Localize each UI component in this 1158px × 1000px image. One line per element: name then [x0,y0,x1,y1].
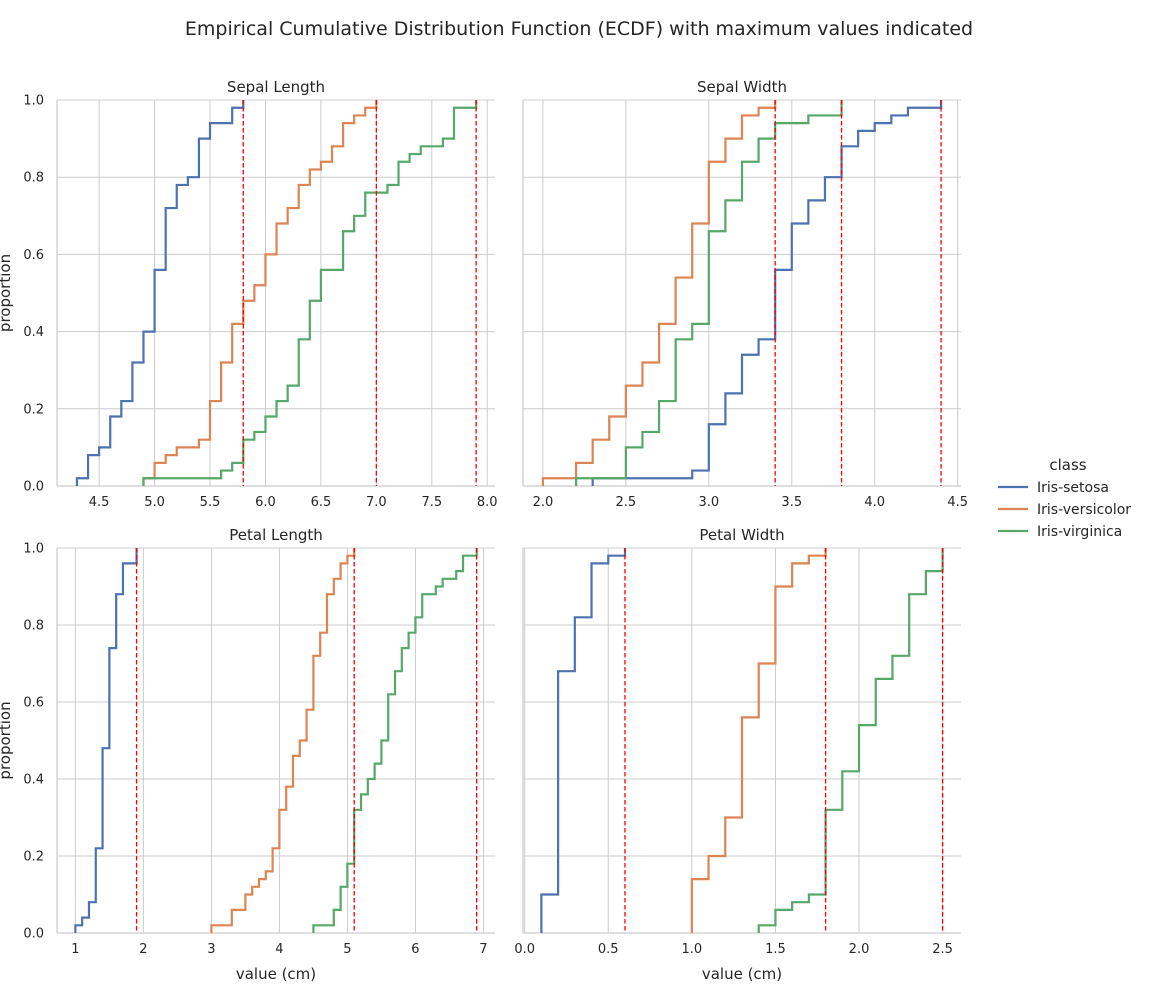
x-tick-label: 7.5 [421,495,442,510]
x-tick-label: 2.0 [533,495,554,510]
y-tick-label: 0.0 [23,480,44,495]
x-tick-label: 0.0 [514,942,535,957]
x-tick-label: 1.5 [765,942,786,957]
panel-title: Petal Width [699,526,784,544]
x-tick-label: 0.5 [598,942,619,957]
x-axis-label: value (cm) [236,965,316,983]
x-axis-label: value (cm) [702,965,782,983]
x-tick-label: 4.5 [89,495,110,510]
x-tick-label: 6.0 [255,495,276,510]
y-tick-label: 0.6 [23,696,44,711]
x-tick-label: 2.0 [849,942,870,957]
x-tick-label: 4.0 [864,495,885,510]
legend-label: Iris-versicolor [1037,502,1131,518]
panel-3: Petal Length 1 2 3 4 5 6 7 0.0 0.2 0.4 0.6 0.8 1.0 val… [0,526,495,983]
x-tick-label: 2.5 [932,942,953,957]
panel-title: Sepal Width [697,78,787,96]
x-tick-label: 7.0 [366,495,387,510]
x-tick-label: 3 [207,942,215,957]
ecdf-line-iris-versicolor [210,548,356,933]
ecdf-line-iris-versicolor [690,548,827,933]
ecdf-line-iris-setosa [75,100,245,486]
legend: class Iris-setosa Iris-versicolor Iris-vir… [998,456,1131,540]
x-tick-label: 8.0 [477,495,498,510]
x-tick-label: 4 [275,942,283,957]
panel-1: Sepal Length 4.5 5.0 5.5 6.0 6.5 7.0 7.5 8.0 0.0 0… [0,78,498,510]
ecdf-line-iris-versicolor [142,100,378,486]
x-tick-label: 5.5 [200,495,221,510]
x-tick-label: 7 [479,942,487,957]
x-tick-label: 5.0 [144,495,165,510]
y-tick-label: 0.8 [23,171,44,186]
y-tick-label: 0.4 [23,325,44,340]
y-axis-label: proportion [0,701,14,779]
x-tick-label: 2.5 [616,495,637,510]
ecdf-line-iris-setosa [591,100,943,486]
x-tick-label: 5 [343,942,351,957]
y-tick-label: 0.2 [23,402,44,417]
x-tick-label: 2 [139,942,147,957]
ecdf-line-iris-virginica [312,548,478,933]
x-tick-label: 3.0 [698,495,719,510]
y-tick-label: 0.2 [23,850,44,865]
ecdf-line-iris-setosa [540,548,627,933]
y-tick-label: 0.6 [23,248,44,263]
y-tick-label: 0.0 [23,927,44,942]
ecdf-line-iris-versicolor [541,100,777,486]
panel-2: Sepal Width 2.0 2.5 3.0 3.5 4.0 4.5 [522,78,968,510]
y-tick-label: 0.8 [23,619,44,634]
panels: Sepal Length 4.5 5.0 5.5 6.0 6.5 7.0 7.5 8.0 0.0 0… [0,78,968,983]
ecdf-line-iris-virginica [574,100,843,486]
panel-title: Sepal Length [227,78,325,96]
ecdf-line-iris-virginica [142,100,478,486]
y-tick-label: 1.0 [23,94,44,109]
legend-label: Iris-virginica [1037,524,1122,540]
ecdf-line-iris-virginica [757,548,944,933]
x-tick-label: 3.5 [781,495,802,510]
panel-title: Petal Length [229,526,323,544]
panel-4: Petal Width 0.0 0.5 1.0 1.5 2.0 2.5 value (cm) [514,526,961,983]
x-tick-label: 6.5 [311,495,332,510]
x-tick-label: 1.0 [682,942,703,957]
y-axis-label: proportion [0,254,14,332]
x-tick-label: 4.5 [947,495,968,510]
legend-title: class [1049,456,1086,474]
y-tick-label: 0.4 [23,773,44,788]
y-tick-label: 1.0 [23,542,44,557]
x-tick-label: 1 [71,942,79,957]
figure-title: Empirical Cumulative Distribution Functi… [185,18,973,40]
legend-label: Iris-setosa [1037,480,1109,496]
x-tick-label: 6 [411,942,419,957]
ecdf-line-iris-setosa [74,548,138,933]
